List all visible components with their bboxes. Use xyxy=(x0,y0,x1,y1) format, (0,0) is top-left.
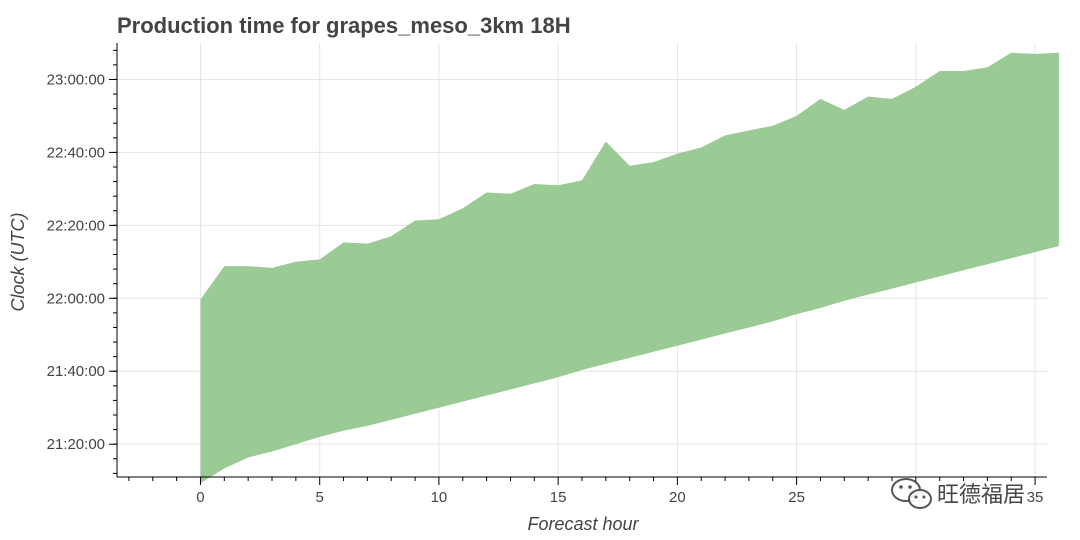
y-tick-label: 22:20:00 xyxy=(47,217,105,234)
x-tick-label: 0 xyxy=(196,489,204,506)
y-axis-label: Clock (UTC) xyxy=(8,213,28,312)
x-tick-label: 35 xyxy=(1027,489,1044,506)
watermark-text: 旺德福居 xyxy=(937,483,1025,508)
y-axis-ticks: 21:20:00 21:40:00 22:00:00 22:20:00 22:40:00… xyxy=(47,49,117,474)
y-tick-label: 21:20:00 xyxy=(47,436,105,453)
x-tick-label: 5 xyxy=(316,489,324,506)
x-tick-label: 25 xyxy=(788,489,805,506)
x-tick-label: 20 xyxy=(669,489,686,506)
x-tick-label: 15 xyxy=(550,489,567,506)
x-axis-label: Forecast hour xyxy=(527,514,639,534)
watermark: 旺德福居 xyxy=(891,478,1025,509)
y-tick-label: 23:00:00 xyxy=(47,71,105,88)
chart-title: Production time for grapes_meso_3km 18H xyxy=(117,13,571,38)
production-time-band xyxy=(200,52,1059,484)
wechat-icon xyxy=(891,478,932,509)
y-tick-label: 21:40:00 xyxy=(47,363,105,380)
y-tick-label: 22:40:00 xyxy=(47,144,105,161)
x-axis-ticks: 05101520253035 xyxy=(128,477,1044,506)
x-tick-label: 10 xyxy=(431,489,448,506)
y-tick-label: 22:00:00 xyxy=(47,290,105,307)
